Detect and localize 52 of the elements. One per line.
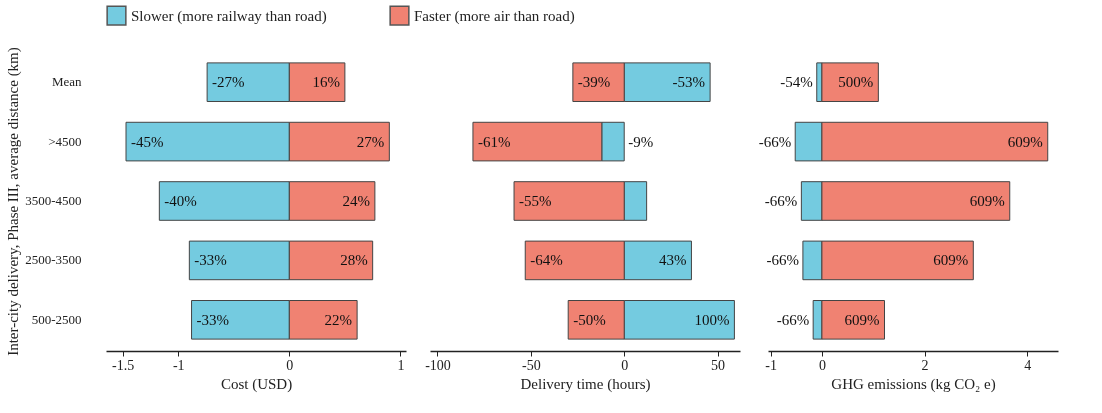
annotation: -39% [577, 74, 611, 91]
annotation: -66% [776, 311, 810, 328]
annotation: -33% [194, 252, 227, 269]
annotation: -50% [573, 311, 606, 328]
x-tick-label: 0 [286, 357, 294, 373]
annotation: 16% [312, 74, 340, 91]
x-tick-label: 0 [621, 357, 629, 373]
x-tick-label: -1.5 [112, 357, 135, 373]
y-axis-title: Inter-city delivery, Phase III, average distance (km) [5, 47, 23, 356]
x-tick-label: 1 [397, 357, 405, 373]
annotation: -66% [764, 193, 798, 209]
annotation: -54% [780, 74, 813, 91]
annotation: -61% [477, 133, 511, 150]
x-axis-title: GHG emissions (kg CO₂ e) [831, 375, 996, 393]
annotation: -66% [758, 133, 792, 150]
y-tick-label: 500-2500 [31, 311, 82, 327]
annotation: 24% [342, 193, 370, 209]
annotation: -55% [519, 193, 552, 209]
legend-label: Slower (more railway than road) [131, 7, 327, 25]
annotation: 22% [324, 311, 353, 328]
y-tick-label: Mean [51, 74, 82, 90]
y-tick-label: 3500-4500 [25, 193, 82, 208]
annotation: 28% [340, 252, 368, 269]
x-axis-title: Cost (USD) [220, 375, 293, 393]
annotation: -66% [766, 252, 799, 269]
x-tick-label: -50 [522, 357, 541, 373]
y-tick-label: 2500-3500 [25, 252, 82, 268]
annotation: 43% [658, 252, 687, 269]
x-tick-label: 0 [818, 357, 826, 373]
annotation: -40% [164, 193, 197, 209]
annotation: -27% [212, 74, 245, 91]
x-tick-label: 50 [711, 357, 726, 373]
x-tick-label: -1 [765, 357, 777, 373]
annotation: -64% [530, 252, 563, 269]
annotation: 609% [969, 193, 1005, 209]
annotation: -53% [672, 74, 706, 91]
x-tick-label: 4 [1024, 357, 1032, 373]
annotation: 27% [356, 133, 385, 150]
legend-label: Faster (more air than road) [414, 7, 575, 25]
annotation: -33% [196, 311, 230, 328]
x-axis-title: Delivery time (hours) [520, 375, 651, 393]
annotation: -9% [628, 133, 654, 150]
annotation: 500% [838, 74, 874, 91]
annotation: 609% [933, 252, 969, 269]
x-tick-label: -100 [425, 357, 451, 373]
y-tick-label: >4500 [48, 133, 82, 149]
x-tick-label: -1 [172, 357, 185, 373]
annotation: -45% [131, 133, 164, 150]
annotation: 100% [694, 311, 730, 328]
annotation: 609% [844, 311, 880, 328]
x-tick-label: 2 [921, 357, 929, 373]
annotation: 609% [1007, 133, 1043, 150]
